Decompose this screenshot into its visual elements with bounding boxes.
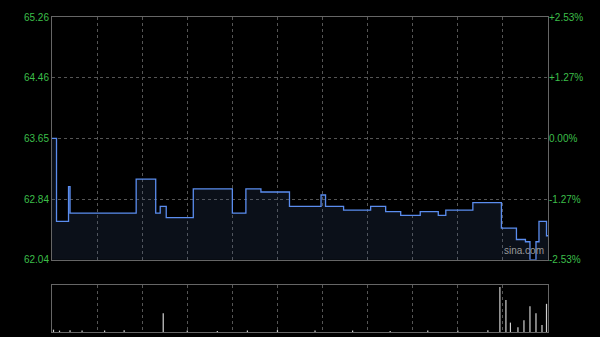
svg-text:+1.27%: +1.27% — [549, 72, 583, 83]
svg-text:sina.com: sina.com — [504, 245, 544, 256]
svg-text:64.46: 64.46 — [24, 72, 49, 83]
svg-text:0.00%: 0.00% — [549, 133, 577, 144]
svg-text:-2.53%: -2.53% — [549, 254, 581, 265]
svg-text:-1.27%: -1.27% — [549, 194, 581, 205]
svg-text:+2.53%: +2.53% — [549, 12, 583, 23]
svg-text:62.04: 62.04 — [24, 254, 49, 265]
svg-text:62.84: 62.84 — [24, 194, 49, 205]
svg-text:63.65: 63.65 — [24, 133, 49, 144]
svg-text:65.26: 65.26 — [24, 12, 49, 23]
